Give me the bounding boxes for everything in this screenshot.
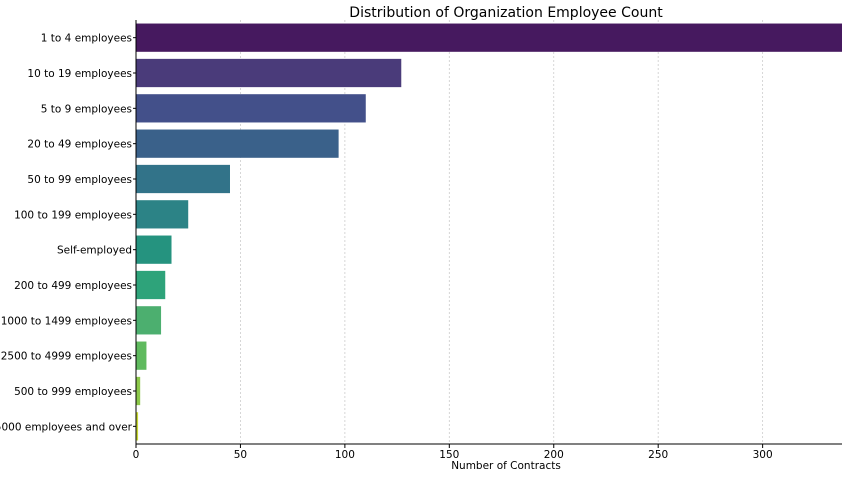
y-tick-label: Self-employed — [57, 245, 132, 257]
grid-lines — [240, 20, 764, 444]
x-tick-label: 200 — [544, 449, 564, 461]
y-axis-ticks: 1 to 4 employees 10 to 19 employees 5 to 9… — [0, 33, 136, 433]
y-tick-label: 200 to 499 employees — [14, 280, 132, 292]
x-tick-label: 50 — [234, 449, 247, 461]
x-tick-label: 150 — [439, 449, 459, 461]
y-tick-label: 500 to 999 employees — [14, 386, 132, 398]
x-tick-label: 0 — [133, 449, 140, 461]
y-tick-label: 2500 to 4999 employees — [1, 351, 132, 363]
y-tick-label: 1000 to 1499 employees — [1, 315, 132, 327]
y-tick-label: 1 to 4 employees — [41, 33, 132, 45]
x-tick-label: 300 — [753, 449, 773, 461]
bars — [136, 23, 842, 441]
y-tick-label: 5000 employees and over — [0, 421, 133, 433]
bar — [136, 94, 366, 123]
bar — [136, 412, 139, 441]
x-tick-label: 250 — [648, 449, 668, 461]
y-tick-label: 10 to 19 employees — [27, 68, 132, 80]
x-axis-ticks: 0 50 100 150 200 250 300 — [133, 444, 773, 461]
bar — [136, 270, 166, 300]
bar — [136, 164, 230, 194]
bar — [136, 129, 339, 158]
x-tick-label: 100 — [335, 449, 355, 461]
y-tick-label: 100 to 199 employees — [14, 209, 132, 221]
y-tick-label: 5 to 9 employees — [41, 103, 132, 115]
chart-title: Distribution of Organization Employee Co… — [349, 5, 663, 21]
x-axis-label: Number of Contracts — [451, 460, 561, 472]
bar — [136, 341, 147, 370]
bar — [136, 58, 402, 88]
y-tick-label: 50 to 99 employees — [27, 174, 132, 186]
bar — [136, 376, 141, 406]
bar — [136, 23, 842, 52]
bar — [136, 200, 189, 229]
bar — [136, 235, 172, 264]
bar — [136, 306, 162, 335]
y-tick-label: 20 to 49 employees — [27, 139, 132, 151]
